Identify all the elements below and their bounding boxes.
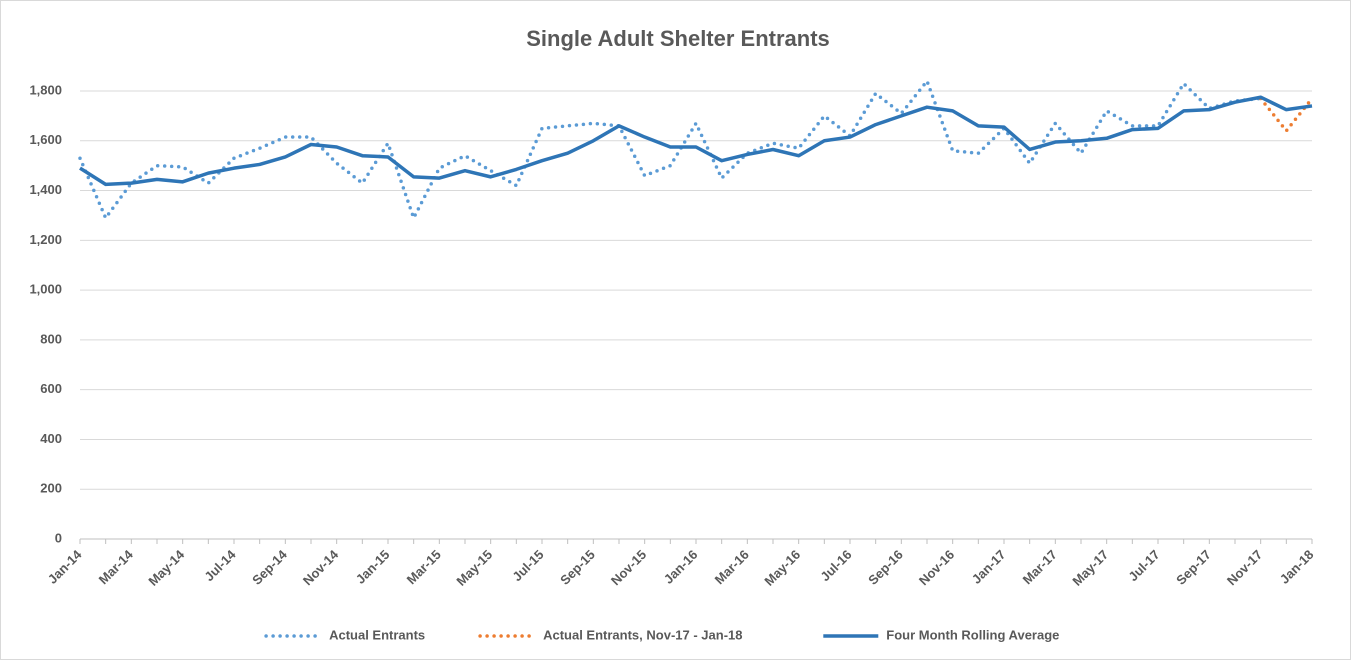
series-line — [79, 95, 1313, 187]
y-tick-label: 600 — [40, 381, 62, 396]
legend-label: Actual Entrants — [329, 627, 425, 642]
legend-label: Four Month Rolling Average — [886, 627, 1059, 642]
y-tick-label: 1,800 — [29, 82, 62, 97]
y-tick-label: 0 — [55, 530, 62, 545]
y-tick-label: 1,600 — [29, 132, 62, 147]
legend-label: Actual Entrants, Nov-17 - Jan-18 — [543, 627, 742, 642]
y-tick-label: 1,000 — [29, 282, 62, 297]
y-tick-label: 800 — [40, 331, 62, 346]
chart-title: Single Adult Shelter Entrants — [526, 26, 830, 51]
series-line — [78, 77, 1263, 223]
series-line — [1258, 96, 1314, 134]
y-tick-label: 1,400 — [29, 182, 62, 197]
y-tick-label: 400 — [40, 431, 62, 446]
y-tick-label: 1,200 — [29, 232, 62, 247]
y-tick-label: 200 — [40, 481, 62, 496]
